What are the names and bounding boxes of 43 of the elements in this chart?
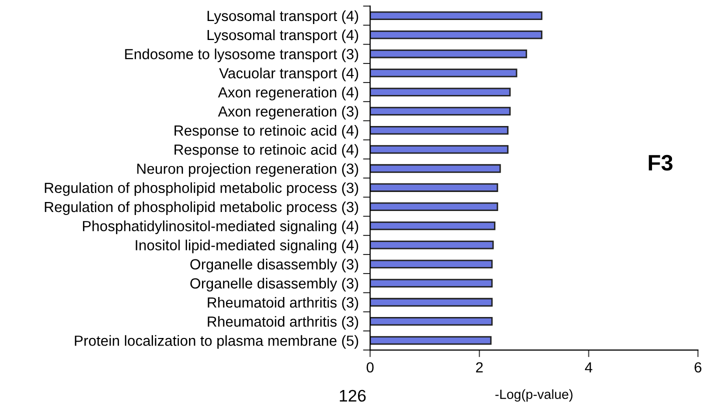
y-tick-label: Response to retinoic acid (4)	[174, 125, 358, 139]
bar	[370, 240, 494, 250]
x-tick-label: 4	[584, 362, 592, 372]
bar	[370, 145, 509, 154]
y-tick-label: Phosphatidylinositol-mediated signaling (4)	[82, 220, 358, 234]
y-tick-label: Endosome to lysosome transport (3)	[125, 48, 358, 62]
y-tick-label: Protein localization to plasma membrane (5)	[74, 335, 358, 349]
bar	[370, 68, 518, 78]
y-tick-label: Lysosomal transport (4)	[208, 10, 358, 24]
y-tick-label: Rheumatoid arthritis (3)	[208, 316, 358, 330]
bar	[370, 317, 493, 326]
text: 126	[340, 390, 366, 402]
y-tick-label: Neuron projection regeneration (3)	[137, 163, 358, 177]
bar	[370, 260, 493, 268]
bar	[370, 183, 498, 192]
bar	[370, 202, 498, 212]
bar	[370, 11, 542, 20]
x-tick-label: 2	[476, 362, 483, 372]
annotation: F3	[648, 154, 672, 171]
bar	[370, 336, 492, 345]
y-tick-label: Organelle disassembly (3)	[190, 258, 358, 272]
bar	[370, 106, 511, 116]
y-tick-label: Inositol lipid-mediated signaling (4)	[136, 240, 358, 254]
y-tick-label: Organelle disassembly (3)	[190, 278, 358, 292]
bar	[370, 222, 496, 230]
y-tick-label: Axon regeneration (4)	[218, 86, 358, 100]
y-tick-label: Regulation of phospholipid metabolic process (3)	[44, 182, 358, 196]
x-axis-title: -Log(p-value)	[495, 389, 572, 402]
bar	[370, 50, 528, 58]
bar	[370, 88, 511, 96]
y-tick-label: Vacuolar transport (4)	[219, 68, 358, 82]
bar	[370, 278, 493, 288]
bar	[370, 298, 493, 307]
y-tick-label: Rheumatoid arthritis (3)	[208, 296, 358, 311]
bar	[370, 164, 501, 173]
y-tick-label: Axon regeneration (3)	[218, 106, 358, 120]
y-tick-label: Response to retinoic acid (4)	[174, 144, 358, 158]
y-tick-label: Regulation of phospholipid metabolic process (3)	[44, 201, 358, 216]
x-tick-label: 6	[694, 362, 702, 373]
bar	[370, 30, 542, 40]
bar	[370, 126, 509, 135]
y-tick-label: Lysosomal transport (4)	[208, 29, 358, 44]
x-tick-label: 0	[366, 362, 374, 373]
